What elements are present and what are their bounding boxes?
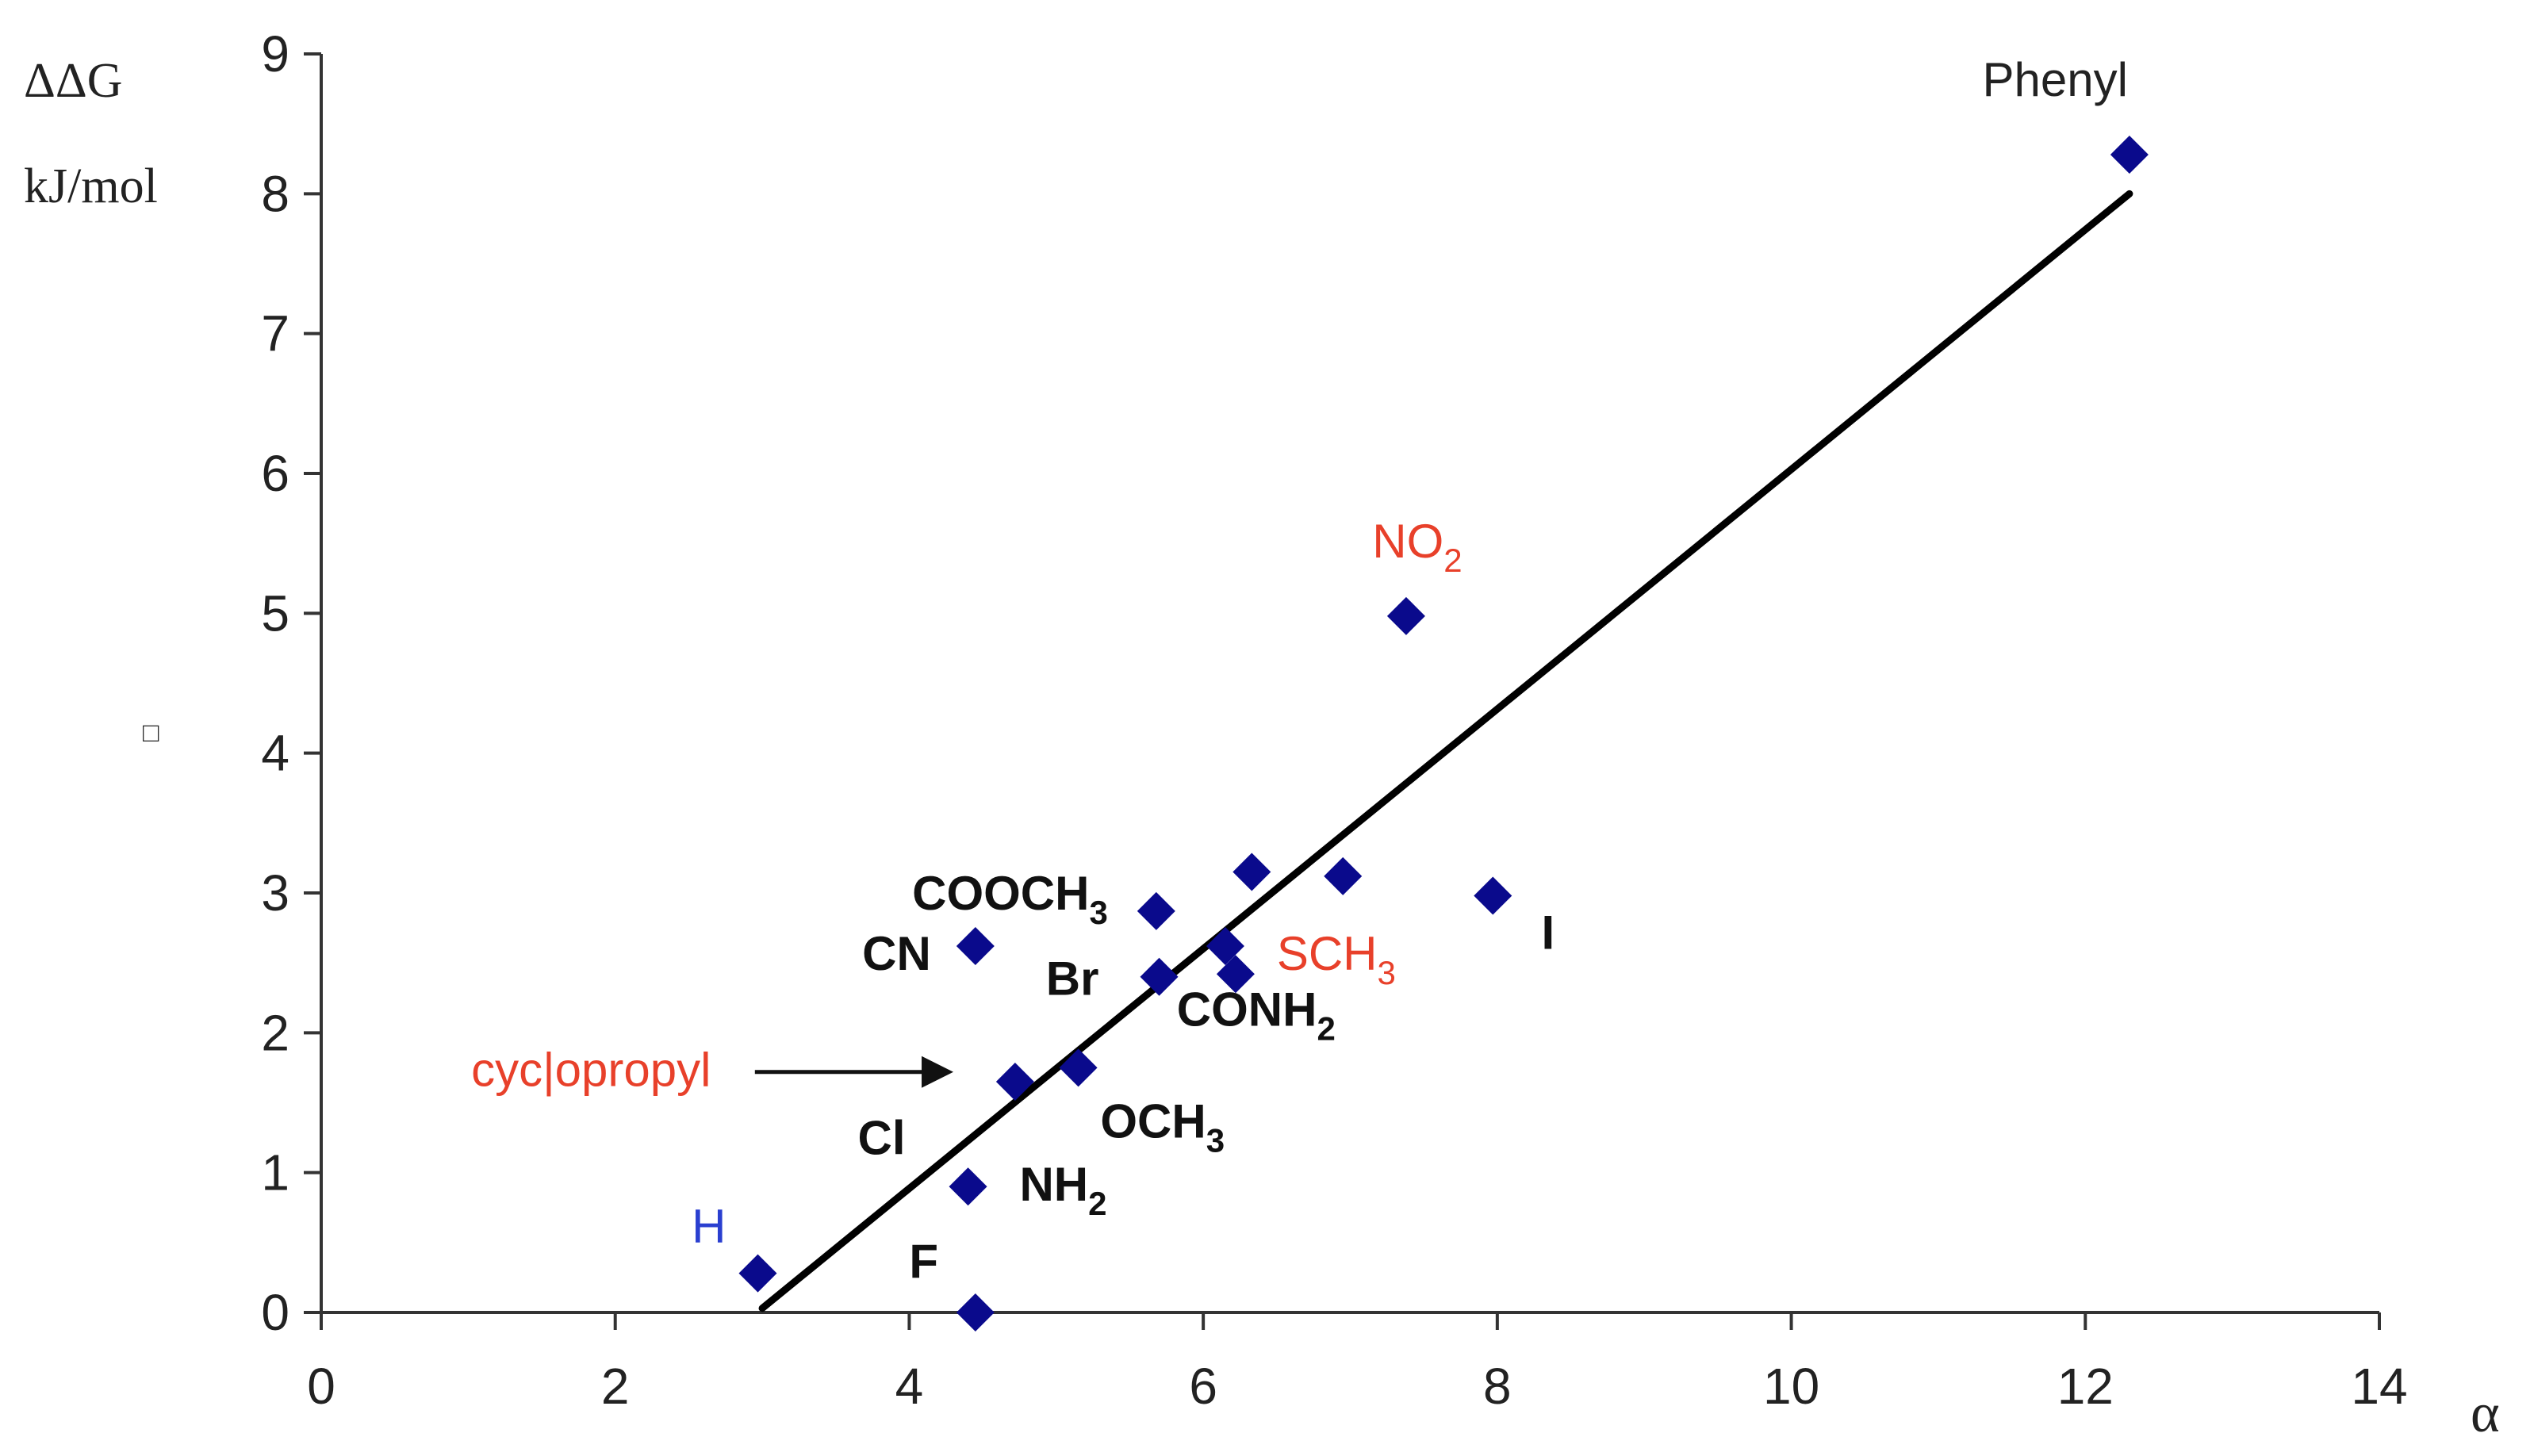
annotation-arrow-group: [754, 1056, 954, 1088]
data-points: [738, 135, 2149, 1331]
x-tick-label: 4: [895, 1358, 924, 1415]
point-label: Br: [1046, 952, 1099, 1006]
data-point: [1324, 856, 1363, 895]
data-point: [949, 1167, 987, 1206]
point-label: OCH3: [1100, 1095, 1225, 1159]
point-label: H: [692, 1200, 726, 1253]
point-label-text: CN: [862, 927, 931, 980]
data-point: [1232, 853, 1271, 891]
stray-mark: □: [143, 718, 159, 748]
trendline: [758, 190, 2133, 1312]
point-label: NH2: [1019, 1158, 1106, 1222]
data-point: [956, 927, 995, 966]
point-label-subscript: 2: [1088, 1185, 1106, 1222]
point-label-text: Phenyl: [1983, 53, 2128, 106]
x-tick-label: 8: [1483, 1358, 1512, 1415]
y-axis-label-unit: kJ/mol: [24, 159, 158, 213]
annotation-arrow-head: [922, 1056, 954, 1088]
point-label-text: Br: [1046, 952, 1099, 1006]
data-point: [995, 1063, 1034, 1102]
y-tick-label: 8: [261, 165, 289, 222]
point-label-text: Cl: [858, 1112, 906, 1165]
point-label-text: cyc|opropyl: [471, 1043, 711, 1096]
y-tick-label: 4: [261, 725, 289, 782]
data-point: [738, 1254, 777, 1293]
y-tick-label: 9: [261, 25, 289, 82]
x-tick-label: 12: [2057, 1358, 2114, 1415]
point-label: COOCH3: [912, 867, 1108, 931]
point-label: cyc|opropyl: [471, 1043, 711, 1096]
point-label: NO2: [1372, 515, 1462, 579]
point-label-text: COOCH: [912, 867, 1089, 920]
y-tick-label: 2: [261, 1004, 289, 1061]
point-label-text: H: [692, 1200, 726, 1253]
y-tick-label: 0: [261, 1284, 289, 1341]
x-tick-label: 2: [601, 1358, 630, 1415]
data-point: [1137, 891, 1175, 930]
data-point: [1474, 876, 1512, 915]
point-label-text: I: [1541, 906, 1555, 960]
x-tick-label: 14: [2351, 1358, 2407, 1415]
point-label-text: SCH: [1277, 927, 1378, 980]
y-tick-label: 5: [261, 584, 289, 642]
point-label: SCH3: [1277, 927, 1396, 991]
point-label-text: NO: [1372, 515, 1443, 568]
point-label-subscript: 2: [1317, 1010, 1335, 1048]
data-point: [2110, 135, 2149, 174]
point-label: I: [1541, 906, 1555, 960]
y-tick-label: 6: [261, 445, 289, 502]
point-label-text: CONH: [1177, 983, 1317, 1036]
point-label: Phenyl: [1983, 53, 2128, 106]
data-point: [1206, 927, 1244, 966]
point-label-subscript: 3: [1089, 894, 1107, 931]
point-label-text: OCH: [1100, 1095, 1206, 1148]
x-tick-label: 0: [307, 1358, 335, 1415]
point-label: CN: [862, 927, 931, 980]
point-label-text: F: [909, 1235, 938, 1288]
x-tick-label: 6: [1189, 1358, 1217, 1415]
data-point: [956, 1293, 995, 1331]
y-tick-label: 1: [261, 1144, 289, 1201]
y-axis-title: ΔΔG kJ/mol: [24, 54, 158, 213]
point-label-subscript: 3: [1206, 1122, 1225, 1159]
data-point: [1059, 1048, 1098, 1087]
data-point: [1140, 957, 1179, 996]
point-label-subscript: 3: [1378, 954, 1396, 991]
point-label: Cl: [858, 1112, 906, 1165]
data-point: [1216, 955, 1255, 994]
y-tick-label: 7: [261, 305, 289, 362]
trendline-group: [758, 190, 2133, 1312]
point-label-text: NH: [1019, 1158, 1088, 1211]
point-label: CONH2: [1177, 983, 1336, 1048]
data-point: [1386, 596, 1425, 635]
point-label: F: [909, 1235, 938, 1288]
y-tick-label: 3: [261, 864, 289, 921]
y-axis-label-quantity: ΔΔG: [24, 54, 123, 108]
x-axis-label: α: [2471, 1383, 2500, 1444]
point-label-subscript: 2: [1443, 542, 1462, 579]
x-tick-label: 10: [1763, 1358, 1819, 1415]
